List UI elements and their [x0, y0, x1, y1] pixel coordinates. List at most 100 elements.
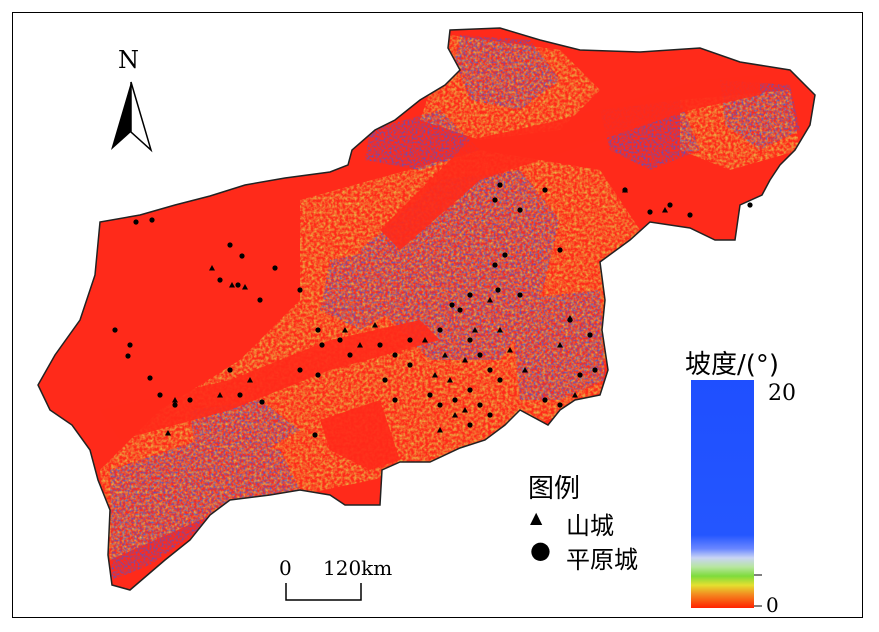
dot-icon: ●: [530, 536, 551, 564]
plain-city-marker: [235, 282, 241, 288]
mountain-city-marker: [247, 377, 253, 383]
mountain-city-marker: [437, 427, 443, 433]
ramp-max-label: 20: [768, 381, 796, 406]
mountain-city-marker: [507, 347, 513, 353]
plain-city-marker: [157, 392, 163, 398]
plain-city-marker: [392, 352, 398, 358]
plain-city-marker: [392, 397, 398, 403]
mountain-city-marker: [432, 372, 438, 378]
mountain-city-marker: [447, 377, 453, 383]
plain-city-marker: [172, 402, 178, 408]
plain-city-marker: [187, 397, 193, 403]
plain-city-marker: [382, 377, 388, 383]
plain-city-marker: [492, 262, 498, 268]
plain-city-marker: [467, 422, 473, 428]
plain-city-marker: [497, 182, 503, 188]
plain-city-marker: [112, 327, 118, 333]
mountain-city-marker: [165, 430, 171, 436]
plain-city-marker: [227, 367, 233, 373]
plain-city-marker: [577, 372, 583, 378]
mountain-city-marker: [472, 327, 478, 333]
plain-city-marker: [319, 342, 325, 348]
north-label: N: [118, 46, 139, 74]
mountain-city-marker: [567, 315, 573, 321]
triangle-icon: ▲: [530, 508, 543, 527]
plain-city-marker: [315, 327, 321, 333]
plain-city-marker: [487, 367, 493, 373]
plain-city-marker: [237, 392, 243, 398]
plain-city-marker: [492, 197, 498, 203]
plain-city-marker: [647, 209, 653, 215]
plain-city-marker: [502, 252, 508, 258]
plain-city-marker: [133, 219, 139, 225]
mountain-city-marker: [357, 342, 363, 348]
mountain-city-marker: [442, 352, 448, 358]
plain-city-marker: [239, 253, 245, 259]
mountain-city-marker: [217, 392, 223, 398]
plain-city-marker: [542, 187, 548, 193]
plain-city-marker: [347, 352, 353, 358]
mountain-city-marker: [452, 412, 458, 418]
plain-city-marker: [377, 342, 383, 348]
ramp-title: 坡度/(°): [685, 350, 780, 380]
scale-start-label: 0: [279, 556, 292, 580]
mountain-city-marker: [462, 357, 468, 363]
slope-color-ramp: [691, 380, 754, 608]
plain-city-marker: [467, 292, 473, 298]
plain-city-marker: [259, 399, 265, 405]
plain-city-marker: [477, 352, 483, 358]
plain-city-marker: [452, 397, 458, 403]
plain-city-marker: [467, 387, 473, 393]
mountain-city-marker: [209, 265, 215, 271]
mountain-city-marker: [372, 322, 378, 328]
mountain-city-marker: [487, 297, 493, 303]
plain-city-marker: [407, 362, 413, 368]
plain-city-marker: [687, 212, 693, 218]
mountain-city-marker: [662, 207, 668, 213]
plain-city-marker: [557, 247, 563, 253]
mountain-city-marker: [622, 187, 628, 193]
plain-city-marker: [495, 287, 501, 293]
mountain-city-marker: [422, 337, 428, 343]
plain-city-marker: [297, 367, 303, 373]
mountain-city-marker: [572, 392, 578, 398]
plain-city-marker: [517, 292, 523, 298]
plain-city-marker: [227, 242, 233, 248]
plain-city-marker: [315, 372, 321, 378]
mountain-city-marker: [557, 342, 563, 348]
legend-label-mountain-city: 山城: [566, 512, 614, 540]
plain-city-marker: [487, 412, 493, 418]
legend-title: 图例: [528, 474, 581, 504]
plain-city-marker: [312, 432, 318, 438]
region-outline: [37, 27, 816, 591]
north-arrow-icon: [111, 81, 153, 153]
plain-city-marker: [257, 297, 263, 303]
plain-city-marker: [592, 367, 598, 373]
mountain-city-marker: [497, 327, 503, 333]
plain-city-marker: [427, 392, 433, 398]
plain-city-marker: [517, 207, 523, 213]
plain-city-marker: [457, 307, 463, 313]
plain-city-marker: [407, 337, 413, 343]
plain-city-marker: [337, 337, 343, 343]
plain-city-marker: [437, 327, 443, 333]
scale-bar: [285, 583, 362, 601]
mountain-city-marker: [242, 284, 248, 290]
plain-city-marker: [497, 377, 503, 383]
plain-city-marker: [747, 202, 753, 208]
plain-city-marker: [147, 375, 153, 381]
mountain-city-marker: [462, 407, 468, 413]
mountain-city-marker: [172, 397, 178, 403]
plain-city-marker: [149, 217, 155, 223]
ramp-min-label: 0: [766, 593, 779, 617]
city-markers: [112, 182, 753, 438]
mountain-city-marker: [522, 367, 528, 373]
plain-city-marker: [542, 397, 548, 403]
scale-end-label: 120km: [323, 556, 393, 580]
legend-label-plain-city: 平原城: [566, 546, 638, 574]
plain-city-marker: [125, 353, 131, 359]
plain-city-marker: [477, 402, 483, 408]
plain-city-marker: [272, 265, 278, 271]
plain-city-marker: [437, 402, 443, 408]
plain-city-marker: [449, 302, 455, 308]
